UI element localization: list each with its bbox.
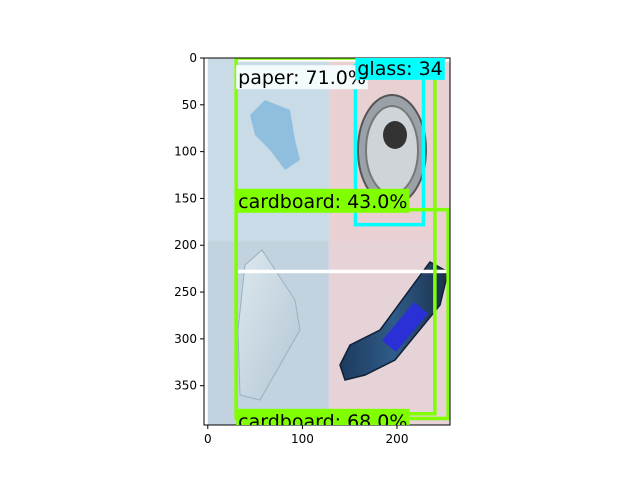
crumpled-paper-shape — [250, 100, 300, 170]
x-tick-label: 100 — [291, 432, 314, 446]
detection-label-bg — [236, 188, 410, 213]
y-tick-label: 250 — [174, 285, 197, 299]
detection-label-cardboard: cardboard: 68.0% — [238, 411, 407, 433]
detection-label-glass: glass: 34 — [357, 58, 442, 80]
x-tick-label: 200 — [386, 432, 409, 446]
bottle-label-shape — [382, 302, 428, 352]
y-tick-label: 0 — [189, 51, 197, 65]
plastic-bag-shape — [237, 249, 301, 401]
x-tick-label: 0 — [204, 432, 212, 446]
detection-label-bg — [236, 408, 410, 425]
y-tick-label: 350 — [174, 379, 197, 393]
detection-label-bg — [236, 65, 368, 90]
can-opening-shape — [383, 121, 407, 149]
glass-bottle-shape — [339, 261, 449, 381]
object-sketches — [237, 94, 449, 401]
y-tick-label: 100 — [174, 145, 197, 159]
detection-labels: paper: 71.0%glass: 34 cardboard: 43.0% car… — [236, 58, 445, 433]
y-tick-label: 50 — [182, 98, 197, 112]
detection-label-paper: paper: 71.0% — [238, 67, 366, 89]
detection-label-bg — [355, 58, 445, 80]
y-tick-label: 200 — [174, 238, 197, 252]
y-tick-label: 300 — [174, 332, 197, 346]
y-tick-label: 150 — [174, 191, 197, 205]
x-axis: 0 100 200 — [204, 425, 409, 446]
detection-label-cardboard: cardboard: 43.0% — [238, 191, 407, 213]
can-top-shape — [365, 105, 419, 195]
y-axis: 0 50 100 150 200 250 300 350 — [174, 51, 204, 393]
image-axes — [207, 58, 450, 425]
